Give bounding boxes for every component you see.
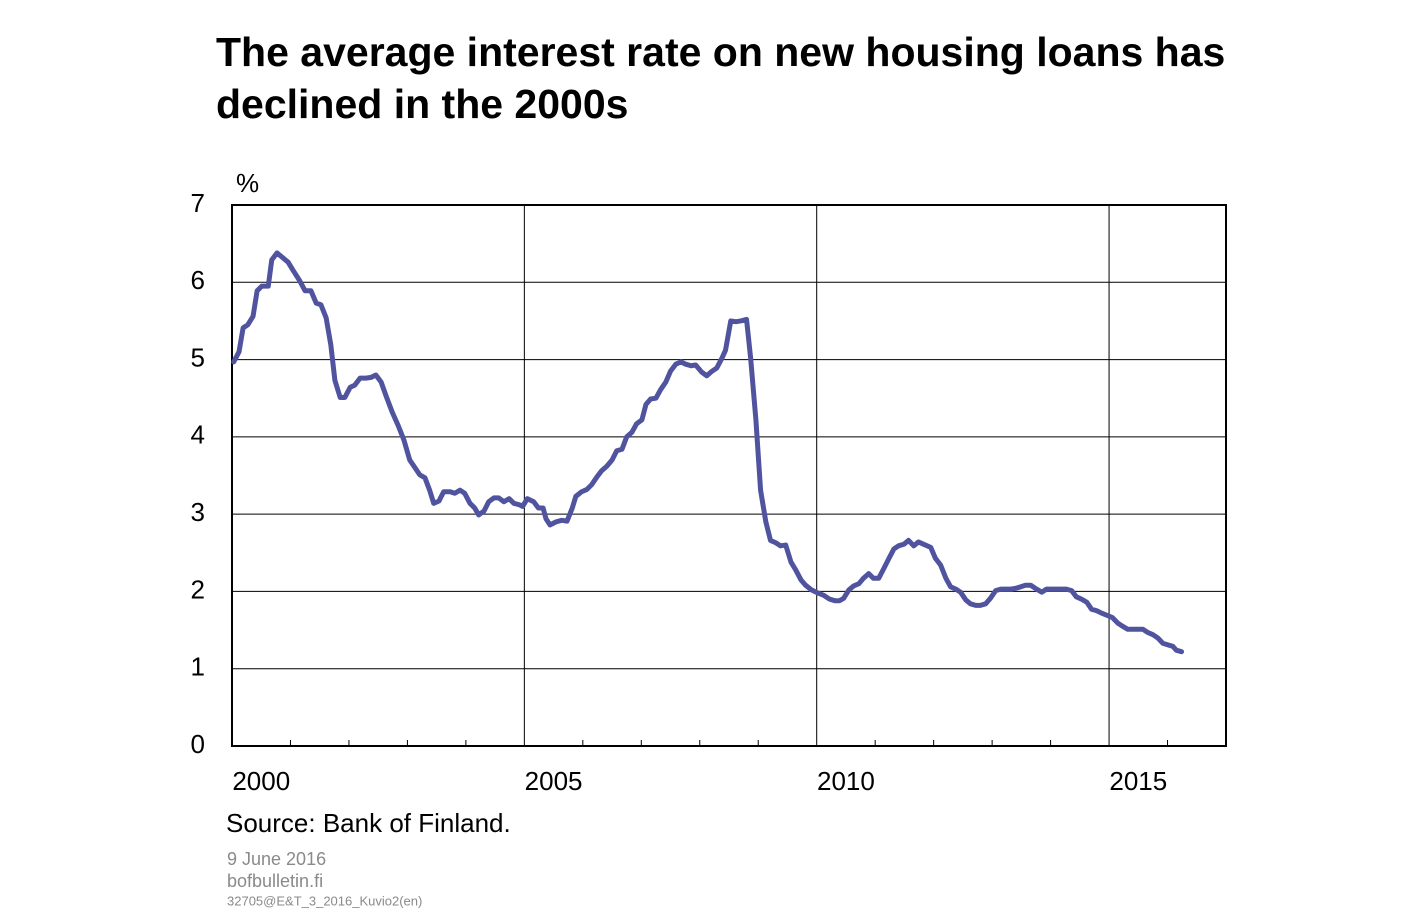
date-note: 9 June 2016 bbox=[227, 849, 326, 869]
x-tick-label: 2010 bbox=[817, 766, 875, 796]
data-line bbox=[231, 250, 1185, 655]
y-axis-unit: % bbox=[236, 168, 259, 198]
site-note: bofbulletin.fi bbox=[227, 871, 323, 891]
code-note: 32705@E&T_3_2016_Kuvio2(en) bbox=[227, 893, 422, 908]
x-tick-label: 2000 bbox=[232, 766, 290, 796]
x-tick-label: 2015 bbox=[1109, 766, 1167, 796]
y-tick-label: 2 bbox=[191, 574, 205, 604]
y-tick-label: 0 bbox=[191, 729, 205, 759]
chart-title: The average interest rate on new housing… bbox=[216, 29, 1226, 127]
y-tick-label: 6 bbox=[191, 265, 205, 295]
y-tick-label: 7 bbox=[191, 188, 205, 218]
y-tick-label: 5 bbox=[191, 342, 205, 372]
y-tick-label: 3 bbox=[191, 497, 205, 527]
plot-frame bbox=[231, 204, 1227, 747]
source: Source: Bank of Finland. bbox=[226, 808, 511, 838]
y-tick-label: 4 bbox=[191, 420, 205, 450]
x-tick-label: 2005 bbox=[525, 766, 583, 796]
y-tick-label: 1 bbox=[191, 652, 205, 682]
